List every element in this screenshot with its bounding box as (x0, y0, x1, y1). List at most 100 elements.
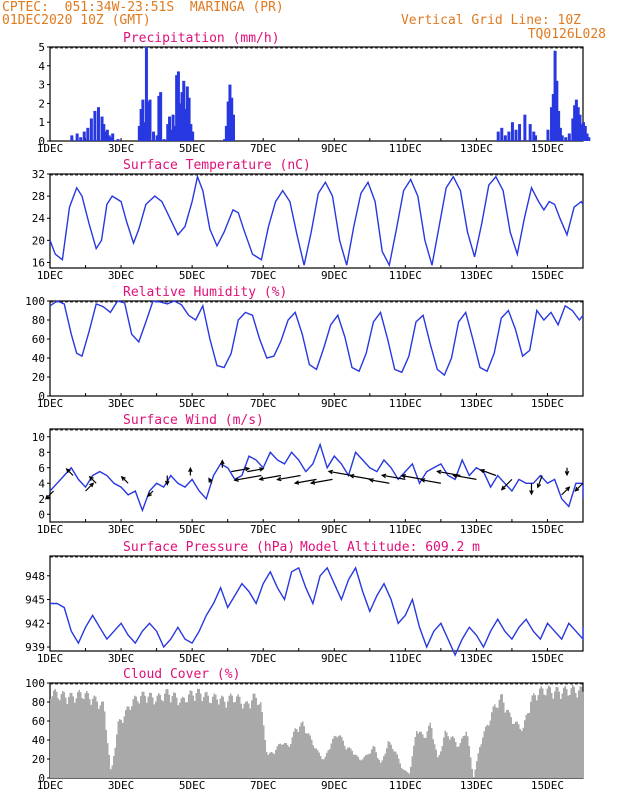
precip-bar (104, 131, 108, 141)
cloud-bar (162, 701, 164, 778)
series-line-1 (49, 174, 584, 268)
cloud-bar (327, 750, 329, 778)
cloud-bar (315, 748, 317, 778)
y-tick-label: 80 (32, 314, 45, 327)
wind-arrow (369, 479, 390, 484)
cloud-bar (273, 753, 275, 778)
panel-title: Precipitation (mm/h) (123, 31, 280, 46)
cloud-bar (332, 738, 334, 778)
cloud-bar (195, 693, 197, 778)
x-tick-label: 15DEC (531, 652, 564, 665)
wind-arrow (247, 468, 264, 473)
cloud-bar (77, 692, 79, 778)
cloud-bar (75, 698, 77, 778)
cloud-bar (261, 712, 263, 778)
x-tick-label: 13DEC (460, 142, 493, 155)
precip-bar (144, 47, 148, 141)
x-tick-label: 7DEC (250, 779, 277, 792)
cloud-bar (293, 731, 295, 778)
cloud-bar (572, 684, 574, 778)
cloud-bar (452, 736, 454, 778)
x-tick-label: 1DEC (37, 779, 64, 792)
cloud-bar (111, 765, 113, 778)
wind-arrow (574, 482, 584, 492)
cloud-bar (530, 701, 532, 778)
cloud-bar (84, 693, 86, 778)
cloud-bar (194, 700, 196, 778)
cloud-bar (468, 746, 470, 778)
cloud-bar (368, 754, 370, 778)
cloud-bar (105, 729, 107, 778)
wind-arrow-head (276, 476, 282, 482)
wind-arrow (328, 470, 353, 477)
precip-bar (228, 84, 232, 141)
precip-bar (587, 137, 591, 141)
precip-bar (528, 124, 532, 141)
cloud-bar (453, 738, 455, 778)
cloud-bar (107, 743, 109, 778)
wind-arrow (421, 479, 441, 484)
cloud-bar (444, 730, 446, 778)
y-tick-label: 60 (32, 333, 45, 346)
cloud-bar (278, 744, 280, 778)
cloud-bar (507, 709, 509, 778)
wind-arrow-head (574, 486, 580, 492)
cloud-bar (281, 744, 283, 778)
cloud-bar (102, 701, 104, 778)
cloud-bar (176, 697, 178, 778)
wind-arrow-head (259, 467, 265, 472)
x-tick-label: 15DEC (531, 779, 564, 792)
cloud-bar (291, 737, 293, 778)
x-tick-label: 9DEC (321, 779, 348, 792)
cloud-bar (441, 746, 443, 778)
precip-bar (523, 114, 527, 141)
precip-bar (107, 135, 111, 141)
cloud-bar (335, 735, 337, 778)
cloud-bar (53, 690, 55, 778)
wind-arrow (231, 467, 250, 473)
cloud-bar (552, 698, 554, 778)
x-tick-label: 11DEC (389, 269, 422, 282)
cloud-bar (225, 707, 227, 778)
precip-bar (173, 125, 177, 141)
cloud-bar (140, 696, 142, 778)
cloud-bar (167, 689, 169, 778)
cloud-bar (110, 769, 112, 778)
cloud-bar (515, 721, 517, 778)
precip-bar (155, 135, 159, 141)
wind-arrow (234, 474, 262, 481)
cloud-bar (423, 737, 425, 778)
cloud-bar (356, 755, 358, 778)
x-tick-label: 15DEC (531, 523, 564, 536)
wind-arrow-head (564, 471, 570, 477)
cloud-bar (353, 754, 355, 778)
cloud-bar (404, 770, 406, 778)
precip-bar (507, 131, 511, 141)
cloud-bar (59, 700, 61, 778)
x-tick-label: 5DEC (179, 523, 206, 536)
cloud-bar (393, 751, 395, 778)
precip-bar (86, 127, 90, 141)
cloud-bar (564, 686, 566, 778)
wind-arrow (295, 478, 317, 484)
x-tick-label: 3DEC (108, 142, 135, 155)
cloud-bar (237, 694, 239, 778)
cloud-bar (506, 709, 508, 778)
cloud-bar (395, 751, 397, 778)
precip-bar (116, 139, 120, 141)
cloud-bar (242, 708, 244, 778)
cloud-bar (425, 737, 427, 778)
cloud-bar (411, 756, 413, 778)
precip-bar (514, 129, 518, 141)
x-tick-label: 13DEC (460, 779, 493, 792)
precip-bar (146, 101, 150, 141)
precip-bar (567, 133, 571, 141)
cloud-bar (579, 686, 581, 778)
cloud-bar (131, 706, 133, 778)
cloud-bar (318, 752, 320, 778)
precip-bar (223, 139, 227, 141)
y-tick-label: 0 (38, 772, 45, 785)
cloud-bar (168, 694, 170, 778)
precip-bar (558, 127, 562, 141)
